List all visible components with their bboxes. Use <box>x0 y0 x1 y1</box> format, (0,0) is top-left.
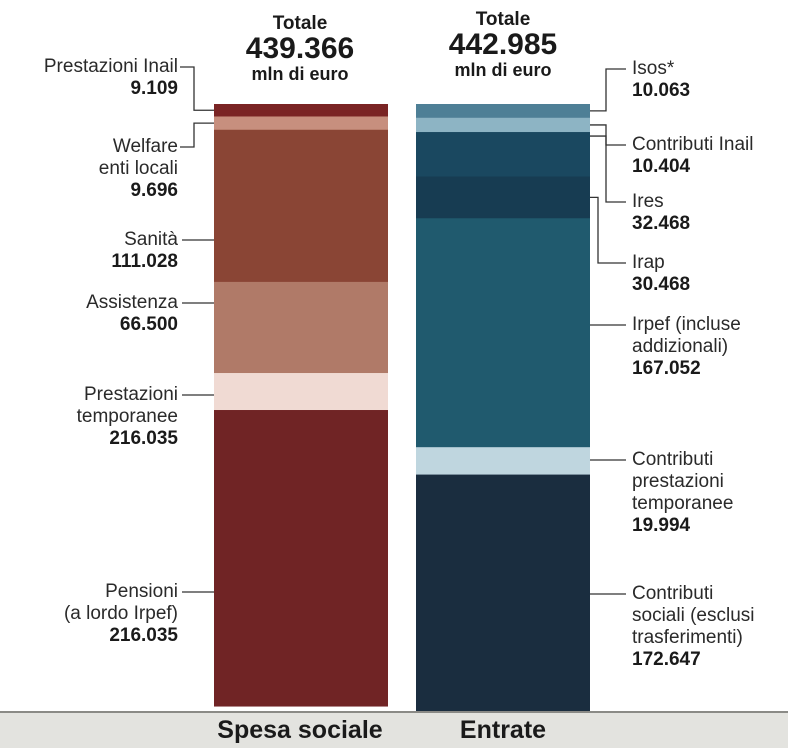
total-spesa-unit: mln di euro <box>251 64 349 84</box>
left-label-5: Pensioni (a lordo Irpef) 216.035 <box>64 581 178 647</box>
right-label-4-line-1: addizionali) <box>632 336 729 357</box>
total-entrate-value: 442.985 <box>448 28 558 61</box>
right-label-5-line-1: prestazioni <box>632 471 724 492</box>
bar-segment-0-0 <box>214 104 388 117</box>
left-label-2: Sanità 111.028 <box>111 229 178 273</box>
right-label-5: Contributi prestazioni temporanee 19.994 <box>632 449 733 537</box>
left-label-2-value: 111.028 <box>111 251 178 272</box>
left-label-4-value: 216.035 <box>109 428 178 449</box>
right-label-4-value: 167.052 <box>632 358 701 379</box>
leader-left-1 <box>180 122 214 148</box>
bar-segment-0-1 <box>214 116 388 131</box>
right-label-5-line-2: temporanee <box>632 493 734 514</box>
category-axis: Spesa sociale Entrate <box>0 711 788 748</box>
left-label-1-line-0: Welfare <box>112 136 178 157</box>
right-label-0: Isos* 10.063 <box>632 58 690 102</box>
right-label-6-line-0: Contributi <box>632 583 714 604</box>
right-label-2-line-0: Ires <box>632 191 664 212</box>
bar-segment-0-4 <box>214 373 388 411</box>
bar-segment-1-0 <box>416 104 590 119</box>
leader-right-3 <box>590 196 626 264</box>
right-label-4-line-0: Irpef (incluse <box>632 314 741 335</box>
right-label-0-line-0: Isos* <box>632 58 675 79</box>
bar-segment-1-6 <box>416 474 590 712</box>
left-label-5-line-1: (a lordo Irpef) <box>63 603 178 624</box>
left-label-3: Assistenza 66.500 <box>86 292 178 336</box>
right-label-6-value: 172.647 <box>632 649 701 670</box>
bar-segment-1-3 <box>416 176 590 219</box>
left-label-4-line-1: temporanee <box>76 406 178 427</box>
right-label-1-value: 10.404 <box>632 156 691 177</box>
right-label-0-value: 10.063 <box>632 80 691 101</box>
left-label-5-line-0: Pensioni <box>105 581 178 602</box>
bar-segment-0-3 <box>214 281 388 374</box>
left-label-0: Prestazioni Inail 9.109 <box>44 56 178 100</box>
right-label-6-line-2: trasferimenti) <box>632 627 743 648</box>
right-label-6-line-1: sociali (esclusi <box>632 605 755 626</box>
right-label-2: Ires 32.468 <box>632 191 690 235</box>
total-spesa: Totale 439.366 mln di euro <box>205 13 395 85</box>
category-label-entrate: Entrate <box>459 716 547 744</box>
left-label-0-line-0: Prestazioni Inail <box>43 56 178 77</box>
category-label-spesa: Spesa sociale <box>217 716 383 744</box>
leader-right-0 <box>590 68 626 112</box>
right-label-5-line-0: Contributi <box>632 449 714 470</box>
left-label-1-value: 9.696 <box>130 180 178 201</box>
left-label-3-line-0: Assistenza <box>86 292 178 313</box>
right-label-1-line-0: Contributi Inail <box>632 134 754 155</box>
left-label-1-line-1: enti locali <box>98 158 178 179</box>
bar-segment-1-1 <box>416 117 590 133</box>
bar-segment-1-2 <box>416 132 590 178</box>
left-label-5-value: 216.035 <box>109 625 178 646</box>
total-entrate-label: Totale <box>475 9 531 30</box>
bar-segment-1-5 <box>416 447 590 476</box>
right-label-5-value: 19.994 <box>632 515 691 536</box>
bar-segment-0-5 <box>214 410 388 707</box>
right-label-3: Irap 30.468 <box>632 252 690 296</box>
right-label-2-value: 32.468 <box>632 213 691 234</box>
right-label-1: Contributi Inail 10.404 <box>632 134 753 178</box>
left-label-4-line-0: Prestazioni <box>84 384 178 405</box>
left-label-3-value: 66.500 <box>119 314 178 335</box>
right-label-3-line-0: Irap <box>632 252 665 273</box>
total-entrate: Totale 442.985 mln di euro <box>408 9 598 81</box>
bar-segment-0-2 <box>214 129 388 283</box>
leader-left-0 <box>180 66 214 111</box>
total-spesa-value: 439.366 <box>245 32 355 65</box>
bar-segment-1-4 <box>416 218 590 448</box>
total-spesa-label: Totale <box>272 13 328 34</box>
right-label-4: Irpef (incluse addizionali) 167.052 <box>632 314 741 380</box>
right-label-3-value: 30.468 <box>632 274 691 295</box>
right-label-6: Contributi sociali (esclusi trasferimenti)… <box>632 583 754 671</box>
left-label-0-value: 9.109 <box>130 78 178 99</box>
left-label-4: Prestazioni temporanee 216.035 <box>77 384 178 450</box>
left-label-1: Welfare enti locali 9.696 <box>99 136 178 202</box>
total-entrate-unit: mln di euro <box>454 60 552 80</box>
leader-right-2 <box>590 135 626 203</box>
left-label-2-line-0: Sanità <box>124 229 178 250</box>
leader-right-1 <box>590 124 626 146</box>
